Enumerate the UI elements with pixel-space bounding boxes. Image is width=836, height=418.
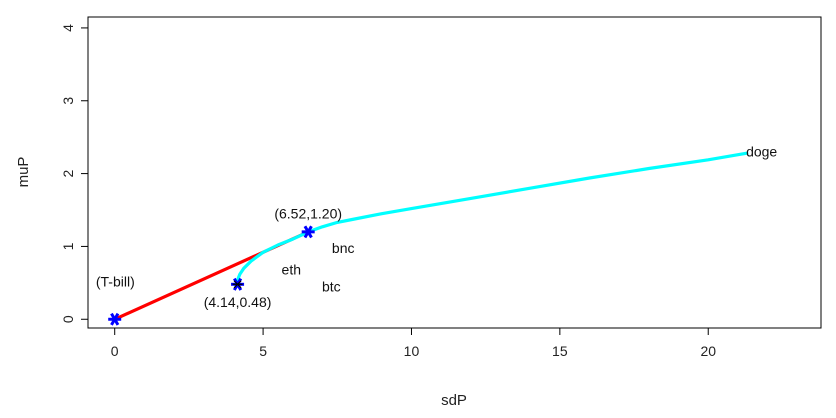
x-axis-title: sdP [441,392,467,409]
x-tick-label: 20 [700,343,716,359]
point-label: (4.14,0.48) [204,294,272,310]
y-tick-label: 3 [60,97,76,105]
x-tick-label: 15 [552,343,568,359]
x-tick-label: 0 [111,343,119,359]
marker-stroke [110,312,120,326]
marker-layer [108,225,315,326]
point-marker [301,225,315,239]
point-label: (T-bill) [96,273,135,289]
series-layer [113,151,749,321]
point-marker-small [232,280,243,289]
annotation-layer: (T-bill) (4.14,0.48) (6.52,1.20) eth bnc btc d… [96,144,778,310]
y-tick-label: 2 [60,169,76,177]
point-label: btc [322,278,341,294]
y-axis-title: muP [15,157,32,188]
point-label: eth [282,262,301,278]
marker-stroke [303,225,313,239]
x-axis: 0 5 10 15 20 [111,327,716,359]
y-tick-label: 0 [60,315,76,323]
x-tick-label: 10 [404,343,420,359]
y-axis: 0 1 2 3 4 [60,24,89,323]
point-marker [108,312,122,326]
point-label: doge [746,144,777,160]
point-label: (6.52,1.20) [274,206,342,222]
marker-stroke [233,280,242,289]
x-tick-label: 5 [259,343,267,359]
y-tick-label: 1 [60,242,76,250]
series-line-1 [236,151,749,286]
point-label: bnc [332,240,355,256]
y-tick-label: 4 [60,24,76,32]
